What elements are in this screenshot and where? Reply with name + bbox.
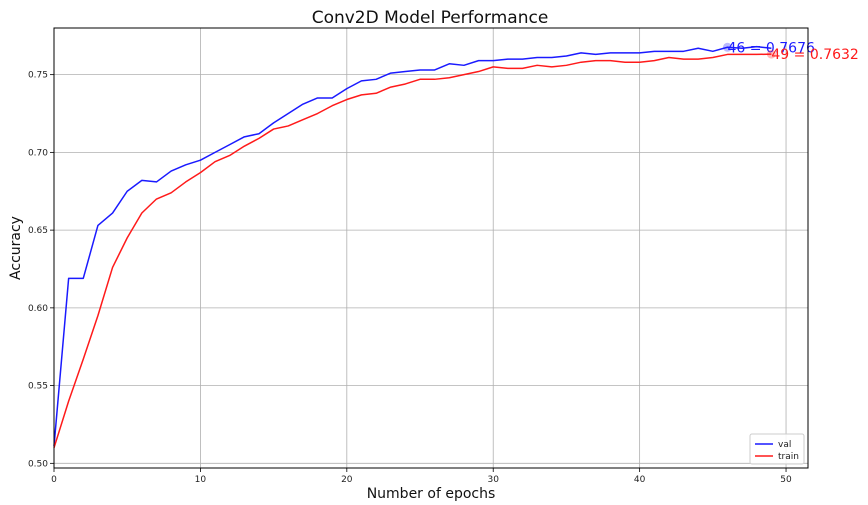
chart-title: Conv2D Model Performance — [312, 8, 549, 28]
x-tick-label: 40 — [634, 475, 646, 485]
x-tick-label: 10 — [195, 475, 207, 485]
y-tick-label: 0.50 — [28, 459, 48, 469]
gridlines — [53, 28, 808, 468]
y-tick-label: 0.75 — [28, 71, 48, 81]
annotation-label-train: 49 = 0.7632 — [771, 47, 858, 63]
legend: val train — [749, 433, 805, 465]
x-tick-label: 30 — [487, 475, 499, 485]
series-line-train — [53, 53, 772, 449]
annotation-label-val: 46 = 0.7676 — [727, 40, 815, 56]
y-tick-label: 0.60 — [28, 304, 48, 314]
x-tick-label: 20 — [341, 475, 353, 485]
x-axis: 0 10 20 30 40 50 — [51, 468, 792, 485]
legend-label-train: train — [778, 452, 799, 462]
plot-frame — [53, 27, 809, 469]
y-tick-label: 0.70 — [28, 148, 48, 158]
series-lines — [53, 45, 772, 449]
y-tick-label: 0.55 — [28, 382, 48, 392]
annotation-marker-train — [766, 49, 776, 59]
y-axis-label: Accuracy — [8, 216, 24, 280]
legend-label-val: val — [778, 440, 791, 450]
x-tick-label: 0 — [51, 475, 57, 485]
x-tick-label: 50 — [780, 475, 792, 485]
y-tick-label: 0.65 — [28, 226, 48, 236]
series-line-val — [53, 45, 772, 447]
y-axis: 0.50 0.55 0.60 0.65 0.70 0.75 — [28, 71, 54, 469]
annotation-marker-val — [722, 42, 732, 52]
plot-area — [54, 28, 808, 468]
x-axis-label: Number of epochs — [367, 486, 496, 502]
